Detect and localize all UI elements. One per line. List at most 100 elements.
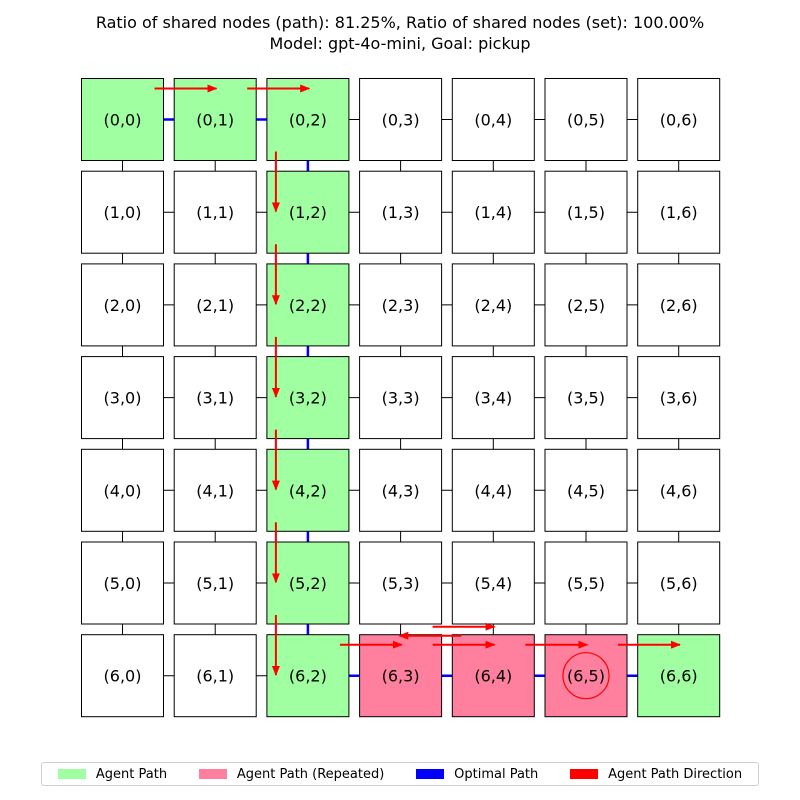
grid-cell-2-2	[266, 263, 350, 347]
grid-cell-4-3	[359, 448, 443, 532]
grid-cell-6-1	[173, 634, 257, 718]
cell-label-0-4: (0,4)	[474, 111, 512, 130]
grid-cell-3-2	[266, 356, 350, 440]
grid-cell-0-0	[81, 78, 164, 161]
cell-label-5-5: (5,5)	[567, 574, 605, 593]
legend-item-optimal-path: Optimal Path	[416, 767, 538, 782]
grid-cell-1-1	[173, 170, 257, 254]
cell-label-5-3: (5,3)	[382, 574, 420, 593]
cell-label-4-6: (4,6)	[660, 481, 698, 500]
grid-cell-5-2	[266, 541, 350, 625]
cell-label-1-6: (1,6)	[660, 203, 698, 222]
legend-label-agent-path-repeated: Agent Path (Repeated)	[236, 766, 385, 782]
cell-label-5-1: (5,1)	[196, 574, 234, 593]
grid-cell-4-4	[451, 448, 535, 532]
cell-label-2-0: (2,0)	[104, 296, 142, 315]
cell-label-3-1: (3,1)	[196, 389, 234, 408]
grid-cell-3-3	[359, 356, 443, 440]
cell-label-2-2: (2,2)	[289, 296, 327, 315]
grid-cell-1-5	[544, 170, 628, 254]
grid-cell-5-1	[173, 541, 257, 625]
cell-label-4-3: (4,3)	[382, 481, 420, 500]
grid-cell-2-6	[637, 263, 721, 347]
cell-label-2-4: (2,4)	[474, 296, 512, 315]
grid-cell-5-5	[544, 541, 628, 625]
cell-label-5-2: (5,2)	[289, 574, 327, 593]
cell-label-5-0: (5,0)	[104, 574, 142, 593]
grid-cell-6-2	[266, 634, 350, 718]
grid-cell-3-5	[544, 356, 628, 440]
cell-label-6-1: (6,1)	[196, 667, 234, 686]
chart-title: Ratio of shared nodes (path): 81.25%, Ra…	[0, 12, 800, 54]
grid-cell-0-3	[359, 78, 443, 161]
grid-cell-3-0	[81, 356, 164, 440]
cell-label-6-0: (6,0)	[104, 667, 142, 686]
grid-cell-2-4	[451, 263, 535, 347]
cell-label-0-3: (0,3)	[382, 111, 420, 130]
grid-cell-2-0	[81, 263, 164, 347]
cell-label-3-4: (3,4)	[474, 389, 512, 408]
cell-label-2-1: (2,1)	[196, 296, 234, 315]
cell-label-1-0: (1,0)	[104, 203, 142, 222]
cell-label-0-5: (0,5)	[567, 111, 605, 130]
grid-cell-3-1	[173, 356, 257, 440]
cell-label-0-0: (0,0)	[104, 111, 142, 130]
cell-label-6-6: (6,6)	[660, 667, 698, 686]
grid-cell-0-6	[637, 78, 721, 161]
legend-swatch-agent-path-repeated	[198, 769, 227, 779]
legend-item-direction: Agent Path Direction	[570, 767, 742, 782]
cell-label-3-3: (3,3)	[382, 389, 420, 408]
cell-label-3-0: (3,0)	[104, 389, 142, 408]
grid-cell-1-4	[451, 170, 535, 254]
cell-label-1-3: (1,3)	[382, 203, 420, 222]
cell-label-2-3: (2,3)	[382, 296, 420, 315]
grid-cell-4-5	[544, 448, 628, 532]
cell-label-3-5: (3,5)	[567, 389, 605, 408]
cell-label-1-1: (1,1)	[196, 203, 234, 222]
cell-label-5-4: (5,4)	[474, 574, 512, 593]
grid-diagram: (0,0) (0,1) (0,2) (0,3) (0,4) (0,5) (0,6) (1,0)…	[81, 78, 721, 718]
cell-label-2-5: (2,5)	[567, 296, 605, 315]
grid-cell-3-4	[451, 356, 535, 440]
title-line-2: Model: gpt-4o-mini, Goal: pickup	[269, 34, 531, 53]
cell-label-4-0: (4,0)	[104, 481, 142, 500]
legend-swatch-direction	[570, 769, 599, 779]
cell-label-3-2: (3,2)	[289, 389, 327, 408]
grid-cell-1-3	[359, 170, 443, 254]
cell-label-1-5: (1,5)	[567, 203, 605, 222]
cell-label-1-2: (1,2)	[289, 203, 327, 222]
grid-cell-1-0	[81, 170, 164, 254]
grid-cell-0-4	[451, 78, 535, 161]
cell-label-5-6: (5,6)	[660, 574, 698, 593]
grid-cell-0-5	[544, 78, 628, 161]
legend-swatch-agent-path	[57, 769, 86, 779]
grid-cell-4-2	[266, 448, 350, 532]
grid-cell-6-0	[81, 634, 164, 718]
grid-cell-1-6	[637, 170, 721, 254]
grid-cell-1-2	[266, 170, 350, 254]
goal-marker	[562, 652, 610, 700]
grid-cell-2-5	[544, 263, 628, 347]
cell-label-4-4: (4,4)	[474, 481, 512, 500]
cell-label-4-1: (4,1)	[196, 481, 234, 500]
grid-cell-4-1	[173, 448, 257, 532]
grid-cell-5-0	[81, 541, 164, 625]
title-line-1: Ratio of shared nodes (path): 81.25%, Ra…	[95, 13, 705, 32]
legend-item-agent-path: Agent Path	[57, 767, 167, 782]
legend-item-agent-path-repeated: Agent Path (Repeated)	[198, 766, 385, 782]
cell-label-2-6: (2,6)	[660, 296, 698, 315]
grid-cell-4-0	[81, 448, 164, 532]
cell-label-4-5: (4,5)	[567, 481, 605, 500]
cell-label-3-6: (3,6)	[660, 389, 698, 408]
grid-cell-2-3	[359, 263, 443, 347]
grid-cell-5-6	[637, 541, 721, 625]
cell-label-4-2: (4,2)	[289, 481, 327, 500]
grid-cell-5-4	[451, 541, 535, 625]
grid-cell-3-6	[637, 356, 721, 440]
cell-label-0-2: (0,2)	[289, 111, 327, 130]
cell-label-6-4: (6,4)	[474, 667, 512, 686]
legend-label-direction: Agent Path Direction	[608, 766, 743, 782]
cell-label-6-5: (6,5)	[567, 667, 605, 686]
grid-cell-2-1	[173, 263, 257, 347]
cell-label-1-4: (1,4)	[474, 203, 512, 222]
